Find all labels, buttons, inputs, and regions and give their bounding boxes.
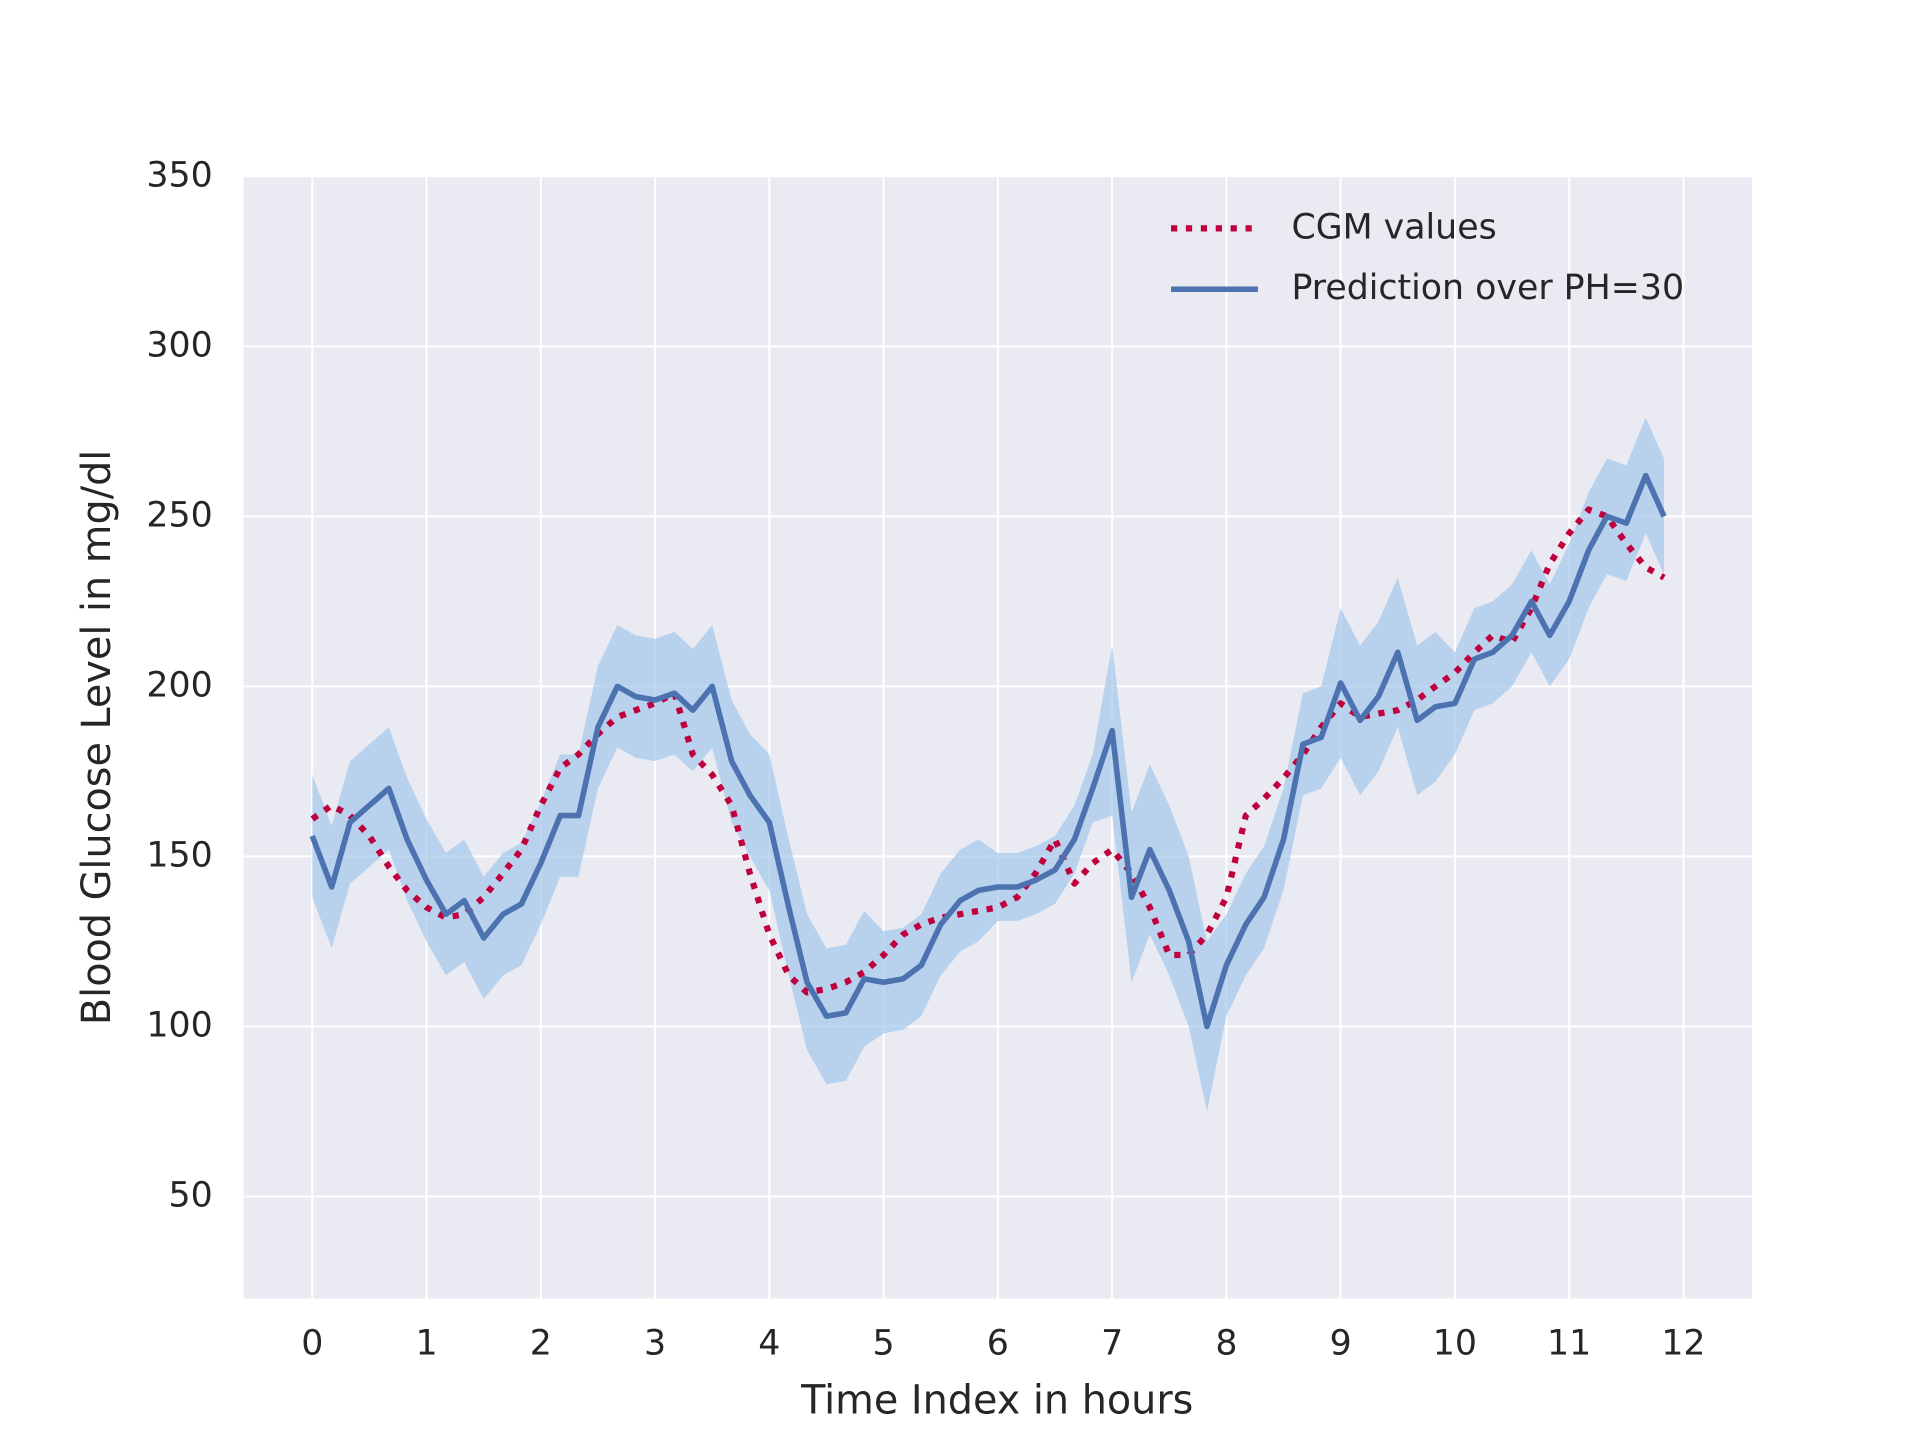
x-tick-label: 7 bbox=[1101, 1323, 1123, 1363]
confidence-band bbox=[312, 417, 1665, 1112]
y-tick-label: 250 bbox=[146, 495, 212, 535]
y-tick-label: 200 bbox=[146, 665, 212, 705]
x-tick-label: 1 bbox=[415, 1323, 437, 1363]
x-tick-label: 6 bbox=[987, 1323, 1009, 1363]
legend-label: CGM values bbox=[1291, 207, 1496, 247]
y-tick-label: 150 bbox=[146, 835, 212, 875]
y-axis-label: Blood Glucose Level in mg/dl bbox=[74, 450, 120, 1025]
x-tick-label: 12 bbox=[1661, 1323, 1705, 1363]
x-tick-label: 3 bbox=[644, 1323, 666, 1363]
y-tick-label: 350 bbox=[146, 155, 212, 195]
y-tick-label: 300 bbox=[146, 325, 212, 365]
marks bbox=[309, 417, 1667, 1112]
legend: CGM values Prediction over PH=30 bbox=[1171, 207, 1684, 308]
x-tick-label: 2 bbox=[530, 1323, 552, 1363]
y-tick-label: 100 bbox=[146, 1005, 212, 1045]
x-tick-label: 9 bbox=[1330, 1323, 1352, 1363]
x-axis-label: Time Index in hours bbox=[800, 1377, 1193, 1423]
legend-label: Prediction over PH=30 bbox=[1291, 268, 1684, 308]
series-line bbox=[309, 472, 1667, 1030]
x-tick-label: 0 bbox=[301, 1323, 323, 1363]
x-tick-label: 5 bbox=[873, 1323, 895, 1363]
x-tick-label: 10 bbox=[1433, 1323, 1477, 1363]
x-tick-label: 11 bbox=[1547, 1323, 1591, 1363]
series-line bbox=[310, 506, 1666, 996]
y-tick-label: 50 bbox=[168, 1175, 212, 1215]
x-tick-label: 4 bbox=[758, 1323, 780, 1363]
x-tick-label: 8 bbox=[1215, 1323, 1237, 1363]
